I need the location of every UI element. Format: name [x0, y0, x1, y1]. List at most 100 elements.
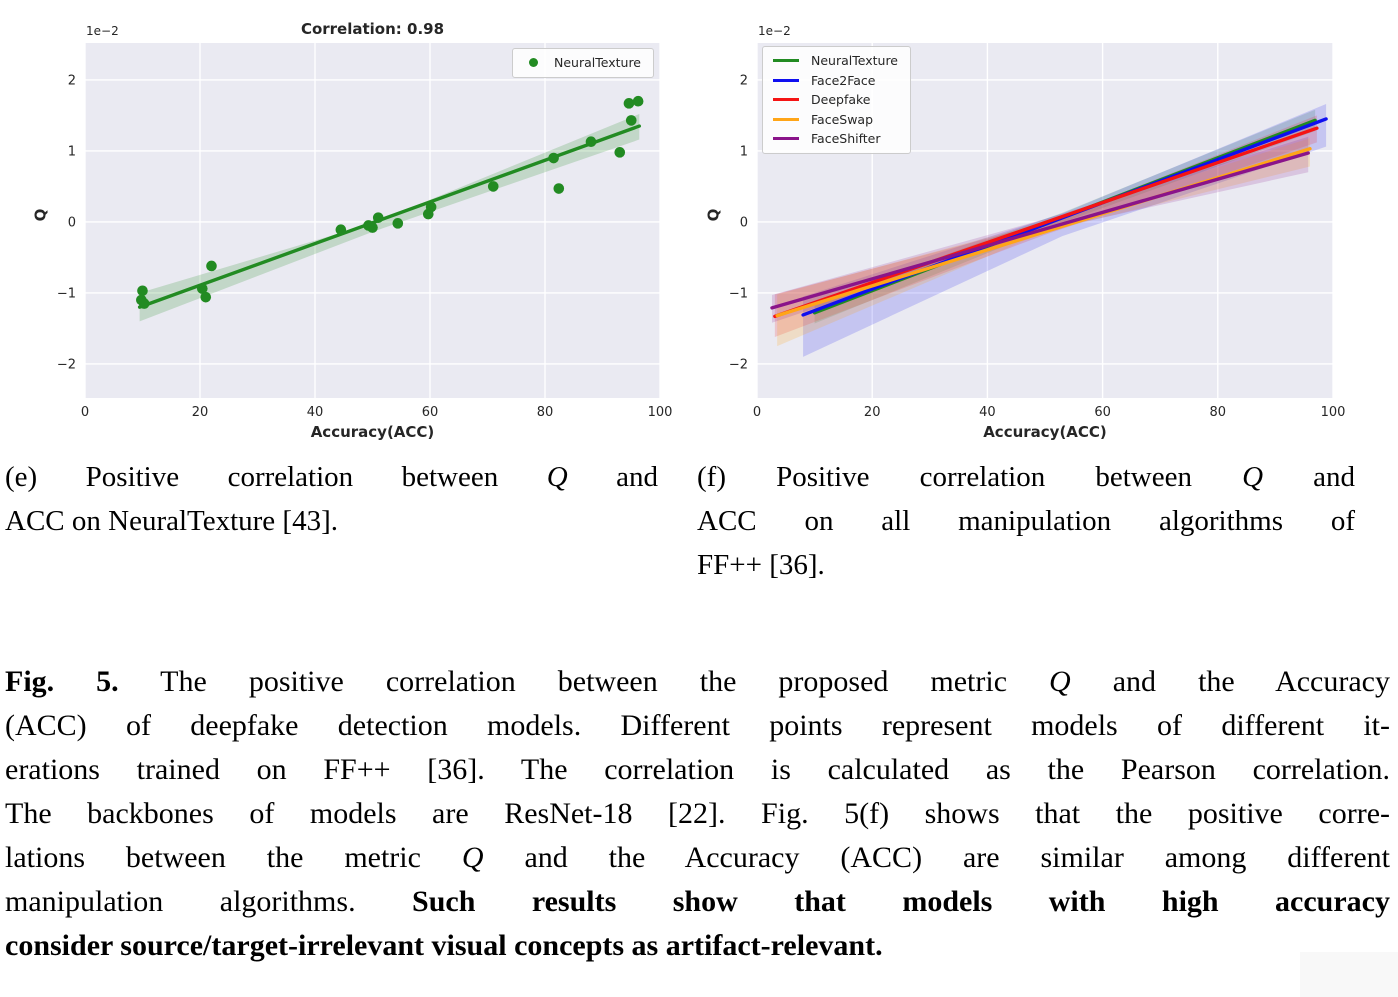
figure-caption: Fig. 5. The positive correlation between…	[5, 660, 1390, 968]
y-tick-label: 2	[68, 73, 76, 88]
caption-run: Q	[546, 461, 568, 493]
x-axis-label: Accuracy(ACC)	[310, 423, 435, 441]
scatter-point	[137, 285, 148, 297]
caption-run: The positive correlation between the pro…	[118, 665, 1050, 698]
x-tick-label: 40	[307, 405, 324, 420]
regression-line	[770, 151, 1310, 310]
legend-label: Deepfake	[811, 92, 871, 108]
x-axis-label: Accuracy(ACC)	[983, 423, 1107, 441]
y-axis-label: Q	[31, 208, 50, 222]
caption-run: ACC on all manipulation algorithms of	[697, 505, 1355, 537]
caption-line: The backbones of models are ResNet-18 [2…	[5, 792, 1390, 836]
scatter-point	[392, 218, 404, 229]
subcaption-f: (f) Positive correlation between Q and AC…	[697, 455, 1355, 587]
caption-run: FF++ [36].	[697, 549, 825, 581]
caption-line: ACC on NeuralTexture [43].	[5, 499, 658, 543]
caption-run: (f) Positive correlation between	[697, 461, 1243, 493]
scatter-point	[548, 152, 559, 164]
scatter-plot-canvas: 0 20 40 60 80 100 −2 −1 0 1 2	[57, 43, 673, 420]
x-tick-label: 60	[1094, 405, 1111, 420]
y-tick-label: 1	[68, 144, 76, 159]
caption-line: ACC on all manipulation algorithms of	[697, 499, 1355, 543]
legend-line-swatch-icon	[773, 98, 799, 102]
y-tick-label: 0	[68, 215, 76, 230]
legend-item: FaceSwap	[773, 110, 898, 130]
scatter-point	[200, 291, 212, 303]
chart-title: Correlation: 0.98	[300, 20, 445, 38]
caption-line: (f) Positive correlation between Q and	[697, 455, 1355, 499]
scatter-point	[487, 181, 499, 192]
caption-run: and	[567, 461, 659, 493]
y-tick-label: −2	[57, 357, 76, 372]
caption-run: The backbones of models are ResNet-18 [2…	[5, 797, 1390, 830]
caption-run: Q	[461, 841, 484, 874]
scatter-point	[367, 222, 378, 233]
subcaption-e: (e) Positive correlation between Q and AC…	[5, 455, 658, 543]
scatter-point	[335, 224, 347, 236]
caption-run: erations trained on FF++ [36]. The corre…	[5, 753, 1390, 786]
scatter-point	[206, 260, 217, 272]
scatter-point	[632, 95, 644, 107]
caption-run: (ACC) of deepfake detection models. Diff…	[5, 709, 1390, 742]
caption-run: Q	[1049, 665, 1071, 698]
caption-line: lations between the metric Q and the Acc…	[5, 836, 1390, 880]
x-tick-label: 100	[1321, 405, 1346, 420]
scatter-point	[138, 298, 150, 309]
caption-run: Q	[1242, 461, 1264, 493]
legend-item: FaceShifter	[773, 129, 898, 149]
legend-box: NeuralTexture Face2Face Deepfake FaceSwap Fa…	[762, 46, 911, 154]
scatter-point	[625, 115, 637, 126]
x-tick-label: 60	[422, 405, 439, 420]
legend-item: Face2Face	[773, 71, 898, 91]
legend-line-swatch-icon	[773, 137, 799, 141]
caption-line: manipulation algorithms. Such results sh…	[5, 880, 1390, 924]
plot-background	[85, 43, 660, 398]
x-tick-label: 80	[1210, 405, 1227, 420]
legend-label: FaceSwap	[811, 111, 874, 127]
x-tick-label: 100	[648, 405, 673, 420]
legend-item: NeuralTexture	[773, 51, 898, 71]
x-tick-label: 40	[979, 405, 996, 420]
caption-run: and the Accuracy (ACC) are similar among…	[483, 841, 1391, 874]
y-tick-label: −1	[57, 286, 76, 301]
caption-run: (e) Positive correlation between	[5, 461, 547, 493]
legend-label: Face2Face	[811, 72, 876, 88]
caption-run: lations between the metric	[5, 841, 462, 874]
x-tick-label: 20	[192, 405, 209, 420]
legend-label: NeuralTexture	[811, 53, 898, 69]
scan-artifact	[1300, 952, 1398, 997]
legend-dot-marker-icon	[529, 58, 538, 68]
legend-line-swatch-icon	[773, 78, 799, 82]
chart-all-manipulations-lines: 0 20 40 60 80 100 −2 −1 0 1 2 1e−2 Accuracy(ACC) Q…	[699, 0, 1398, 450]
legend-line-swatch-icon	[773, 117, 799, 121]
caption-run: and	[1263, 461, 1355, 493]
y-axis-offset-label: 1e−2	[758, 24, 791, 38]
scatter-point	[585, 136, 597, 147]
scatter-point	[614, 147, 626, 158]
caption-run: and the Accuracy	[1070, 665, 1390, 698]
caption-line: (e) Positive correlation between Q and	[5, 455, 658, 499]
x-tick-label: 0	[81, 405, 89, 420]
legend-line-swatch-icon	[773, 59, 799, 63]
y-tick-label: −2	[729, 357, 748, 372]
y-axis-offset-label: 1e−2	[86, 24, 119, 38]
scatter-point	[197, 283, 208, 294]
x-tick-label: 20	[864, 405, 881, 420]
caption-line: erations trained on FF++ [36]. The corre…	[5, 748, 1390, 792]
y-tick-label: 1	[740, 144, 748, 159]
regression-line	[773, 126, 1319, 319]
caption-run: manipulation algorithms.	[5, 885, 413, 918]
chart-neuraltexture-scatter: 0 20 40 60 80 100 −2 −1 0 1 2 Correlation: 0.98 1e…	[0, 0, 699, 450]
legend-label: NeuralTexture	[554, 55, 641, 71]
scatter-point	[372, 212, 384, 223]
caption-line: consider source/target-irrelevant visual…	[5, 924, 1390, 968]
y-axis-label: Q	[704, 208, 723, 222]
caption-line: Fig. 5. The positive correlation between…	[5, 660, 1390, 704]
y-tick-label: −1	[729, 286, 748, 301]
y-tick-label: 2	[740, 73, 748, 88]
legend-item: NeuralTexture	[523, 53, 641, 73]
caption-line: (ACC) of deepfake detection models. Diff…	[5, 704, 1390, 748]
legend-item: Deepfake	[773, 90, 898, 110]
scatter-point	[425, 201, 437, 213]
